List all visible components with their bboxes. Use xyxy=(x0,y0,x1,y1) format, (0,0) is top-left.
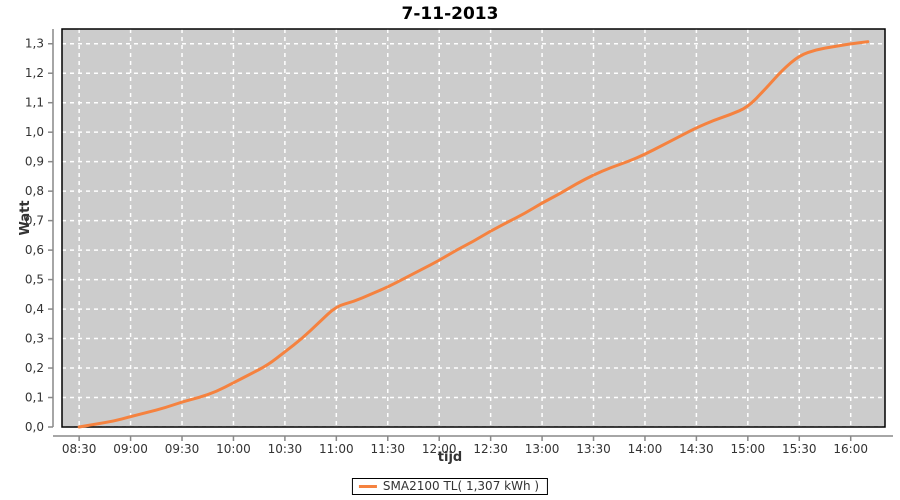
x-axis-label: tijd xyxy=(437,450,463,465)
x-tick-label: 09:00 xyxy=(113,442,148,456)
chart-legend: SMA2100 TL( 1,307 kWh ) xyxy=(351,478,549,495)
y-tick-label: 1,0 xyxy=(25,125,44,139)
y-tick-label: 1,2 xyxy=(25,66,44,80)
y-tick-label: 0,6 xyxy=(25,243,44,257)
y-tick-label: 0,8 xyxy=(25,184,44,198)
y-tick-label: 0,4 xyxy=(25,302,44,316)
x-tick-label: 13:00 xyxy=(525,442,560,456)
x-tick-label: 14:00 xyxy=(628,442,663,456)
y-tick-label: 0,5 xyxy=(25,273,44,287)
x-tick-label: 15:00 xyxy=(731,442,766,456)
x-tick-label: 10:00 xyxy=(216,442,251,456)
x-tick-label: 12:30 xyxy=(473,442,508,456)
y-tick-label: 0,7 xyxy=(25,214,44,228)
series-line-sma2100 xyxy=(77,40,870,429)
x-tick-label: 16:00 xyxy=(833,442,868,456)
y-tick-label: 1,1 xyxy=(25,96,44,110)
y-tick-label: 0,9 xyxy=(25,155,44,169)
x-tick-label: 14:30 xyxy=(679,442,714,456)
x-tick-label: 10:30 xyxy=(268,442,303,456)
x-tick-label: 13:30 xyxy=(576,442,611,456)
x-tick-label: 12:00 xyxy=(422,442,457,456)
legend-line-swatch xyxy=(358,484,377,488)
x-axis-ticks: 08:30 09:00 09:30 10:00 10:30 11:00 11:30 12:00… xyxy=(62,436,868,456)
y-tick-label: 0,3 xyxy=(25,332,44,346)
x-tick-label: 11:30 xyxy=(370,442,405,456)
plot-border xyxy=(61,28,886,428)
y-tick-label: 1,3 xyxy=(25,37,44,51)
y-axis-ticks: 0,0 0,1 0,2 0,3 0,4 0,5 0,6 0,7 0,8 0,9 1,0 1,1 1,2 1… xyxy=(25,37,53,434)
y-tick-label: 0,0 xyxy=(25,420,44,434)
chart-title: 7-11-2013 xyxy=(401,4,499,24)
x-tick-label: 15:30 xyxy=(782,442,817,456)
x-tick-label: 08:30 xyxy=(62,442,97,456)
y-axis-label: Watt xyxy=(18,200,34,236)
legend-label-sma2100: SMA2100 TL( 1,307 kWh ) xyxy=(382,479,540,493)
y-tick-label: 0,2 xyxy=(25,361,44,375)
y-tick-label: 0,1 xyxy=(25,391,44,405)
x-tick-label: 11:00 xyxy=(319,442,354,456)
x-tick-label: 09:30 xyxy=(165,442,200,456)
